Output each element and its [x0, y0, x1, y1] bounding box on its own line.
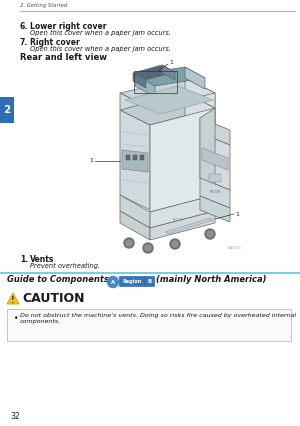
Circle shape	[145, 245, 151, 251]
Polygon shape	[133, 73, 146, 88]
FancyBboxPatch shape	[0, 97, 14, 123]
Polygon shape	[120, 211, 150, 240]
Polygon shape	[200, 133, 230, 190]
Polygon shape	[122, 150, 148, 172]
FancyBboxPatch shape	[140, 155, 144, 160]
Text: DAT003: DAT003	[228, 246, 242, 250]
Circle shape	[126, 240, 132, 246]
Circle shape	[207, 231, 213, 237]
Polygon shape	[200, 196, 230, 222]
Polygon shape	[120, 195, 150, 228]
Text: (mainly North America): (mainly North America)	[156, 275, 266, 284]
Polygon shape	[150, 211, 215, 240]
FancyBboxPatch shape	[119, 276, 145, 287]
Text: A: A	[111, 279, 115, 285]
Text: 1: 1	[235, 211, 239, 216]
Text: 1: 1	[169, 60, 173, 66]
Polygon shape	[150, 195, 215, 228]
Polygon shape	[150, 93, 215, 123]
Text: Open this cover when a paper jam occurs.: Open this cover when a paper jam occurs.	[30, 46, 171, 52]
Text: Right cover: Right cover	[30, 38, 80, 47]
Polygon shape	[120, 93, 150, 125]
Text: Lower right cover: Lower right cover	[30, 22, 106, 31]
Text: Vents: Vents	[30, 255, 54, 264]
Circle shape	[124, 238, 134, 248]
Polygon shape	[200, 118, 230, 145]
Circle shape	[143, 243, 153, 253]
Polygon shape	[165, 218, 213, 234]
Circle shape	[107, 276, 118, 288]
Text: Do not obstruct the machine’s vents. Doing so risks fire caused by overheated in: Do not obstruct the machine’s vents. Doi…	[20, 313, 296, 324]
Polygon shape	[135, 67, 205, 86]
FancyBboxPatch shape	[145, 276, 154, 287]
Text: B: B	[147, 279, 152, 284]
Polygon shape	[150, 108, 215, 212]
Polygon shape	[133, 65, 175, 80]
Text: RICOH: RICOH	[172, 218, 184, 222]
Polygon shape	[185, 78, 215, 108]
Polygon shape	[120, 110, 150, 210]
Text: Rear and left view: Rear and left view	[20, 53, 107, 62]
Polygon shape	[200, 108, 215, 195]
FancyBboxPatch shape	[7, 309, 291, 341]
Polygon shape	[7, 293, 19, 304]
Text: 2. Getting Started: 2. Getting Started	[20, 3, 67, 8]
Polygon shape	[185, 67, 205, 89]
Polygon shape	[162, 65, 175, 80]
FancyBboxPatch shape	[126, 155, 130, 160]
Text: RICOH: RICOH	[209, 190, 221, 194]
Text: Prevent overheating.: Prevent overheating.	[30, 263, 100, 269]
Text: 7.: 7.	[20, 38, 28, 47]
Text: Guide to Components: Guide to Components	[7, 275, 109, 284]
Text: 1: 1	[89, 158, 93, 164]
Text: !: !	[11, 296, 15, 305]
Text: •: •	[14, 314, 19, 323]
Text: 6.: 6.	[20, 22, 28, 31]
Text: 1.: 1.	[20, 255, 28, 264]
Text: 2: 2	[3, 105, 10, 115]
Polygon shape	[120, 78, 215, 108]
Polygon shape	[135, 75, 155, 97]
FancyBboxPatch shape	[133, 155, 137, 160]
Polygon shape	[202, 148, 228, 170]
Text: Open this cover when a paper jam occurs.: Open this cover when a paper jam occurs.	[30, 30, 171, 36]
FancyBboxPatch shape	[209, 174, 221, 182]
Circle shape	[205, 229, 215, 239]
Circle shape	[172, 241, 178, 247]
Text: Region: Region	[122, 279, 142, 284]
Text: CAUTION: CAUTION	[22, 292, 85, 305]
Polygon shape	[120, 93, 215, 125]
Polygon shape	[200, 178, 230, 208]
Text: 32: 32	[10, 412, 20, 421]
Polygon shape	[185, 93, 215, 195]
Circle shape	[170, 239, 180, 249]
Polygon shape	[125, 86, 213, 114]
